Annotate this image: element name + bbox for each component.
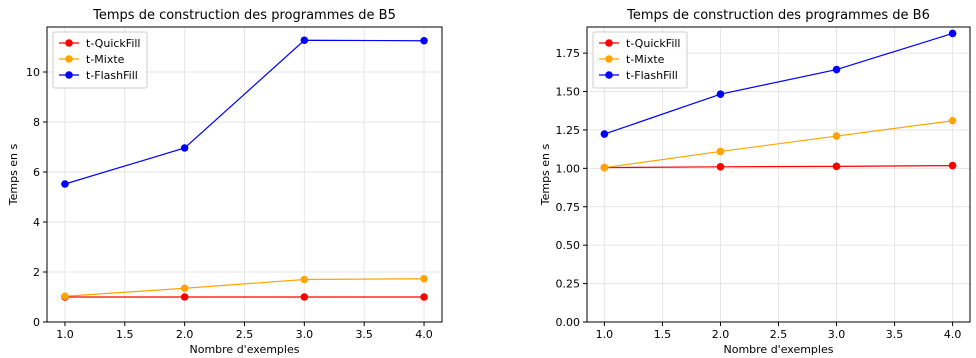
y-tick-label: 4: [33, 216, 40, 229]
y-tick-label: 0.25: [556, 278, 581, 291]
x-tick-label: 2.0: [712, 328, 730, 341]
y-tick-label: 1.25: [556, 124, 581, 137]
data-point: [420, 274, 428, 283]
series-t-flashfill: [600, 29, 957, 138]
data-point: [832, 132, 841, 140]
series-line: [604, 164, 953, 169]
y-tick-label: 0.00: [556, 316, 581, 329]
data-point: [180, 144, 189, 152]
data-point: [716, 163, 725, 171]
series-line: [64, 278, 425, 297]
y-tick-label: 6: [33, 166, 40, 179]
legend-label: t-FlashFill: [626, 69, 678, 82]
legend-marker: [65, 71, 73, 79]
legend-marker: [605, 39, 613, 47]
data-point: [832, 65, 841, 74]
chart-title: Temps de construction des programmes de …: [92, 8, 396, 23]
legend-box: [592, 31, 688, 89]
x-tick-label: 1.5: [654, 328, 672, 341]
x-tick-label: 3.0: [828, 328, 846, 341]
y-tick-label: 0.50: [556, 239, 581, 252]
series-line: [604, 120, 953, 169]
chart-b5: 1.0 1.5 2.0 2.5 3.0 3.5 4.0 0 2 4 6 8 10 Temps de con…: [7, 8, 443, 356]
data-point: [300, 293, 309, 301]
legend: t-QuickFill t-Mixte t-FlashFill: [592, 31, 688, 89]
legend: t-QuickFill t-Mixte t-FlashFill: [52, 31, 148, 89]
y-tick-label: 10: [26, 66, 40, 79]
y-tick-label: 1.50: [556, 86, 581, 99]
x-axis-label: Nombre d'exemples: [724, 343, 834, 356]
series-t-flashfill: [61, 36, 428, 188]
y-axis-label: Temps en s: [539, 143, 552, 206]
legend-label: t-FlashFill: [86, 69, 138, 82]
data-point: [300, 275, 309, 284]
x-tick-label: 3.5: [355, 328, 373, 341]
data-point: [948, 116, 957, 125]
x-tick-label: 4.0: [415, 328, 433, 341]
x-tick-label: 2.0: [176, 328, 194, 341]
y-tick-label: 0: [33, 316, 40, 329]
data-point: [420, 36, 428, 45]
grid: [47, 27, 442, 323]
data-point: [716, 147, 725, 156]
x-tick-label: 1.5: [116, 328, 134, 341]
x-tick-label: 1.0: [596, 328, 614, 341]
series-t-mixte: [61, 274, 428, 301]
data-point: [180, 293, 189, 301]
data-point: [420, 293, 428, 301]
chart-b6: 1.0 1.5 2.0 2.5 3.0 3.5 4.0 0.00 0.25 0.50 0.75 1.0…: [539, 8, 971, 356]
legend-marker: [65, 55, 73, 63]
legend-label: t-QuickFill: [86, 37, 140, 50]
legend-marker: [605, 71, 613, 79]
series-line: [64, 39, 425, 185]
data-point: [948, 29, 957, 38]
x-tick-label: 2.5: [770, 328, 788, 341]
data-point: [948, 161, 957, 170]
series-t-mixte: [600, 116, 957, 172]
data-point: [300, 36, 309, 45]
series-line: [604, 32, 953, 135]
legend-marker: [605, 55, 613, 63]
y-tick-label: 0.75: [556, 201, 581, 214]
data-point: [600, 130, 609, 138]
x-tick-label: 2.5: [236, 328, 254, 341]
chart-title: Temps de construction des programmes de …: [626, 8, 930, 23]
x-tick-label: 3.5: [886, 328, 904, 341]
data-point: [716, 90, 725, 98]
data-point: [61, 292, 69, 301]
y-axis-label: Temps en s: [7, 143, 20, 206]
legend-box: [52, 31, 148, 89]
legend-marker: [65, 39, 73, 47]
data-point: [61, 180, 69, 188]
y-tick-label: 1.75: [556, 47, 581, 60]
x-axis-label: Nombre d'exemples: [190, 343, 300, 356]
data-point: [600, 163, 609, 172]
x-tick-label: 4.0: [944, 328, 962, 341]
data-point: [832, 162, 841, 171]
data-point: [180, 284, 189, 293]
y-tick-label: 8: [33, 116, 40, 129]
y-tick-label: 2: [33, 266, 40, 279]
x-tick-label: 3.0: [296, 328, 314, 341]
x-tick-label: 1.0: [56, 328, 74, 341]
y-tick-label: 1.00: [556, 162, 581, 175]
legend-label: t-Mixte: [86, 53, 125, 66]
legend-label: t-QuickFill: [626, 37, 680, 50]
legend-label: t-Mixte: [626, 53, 665, 66]
